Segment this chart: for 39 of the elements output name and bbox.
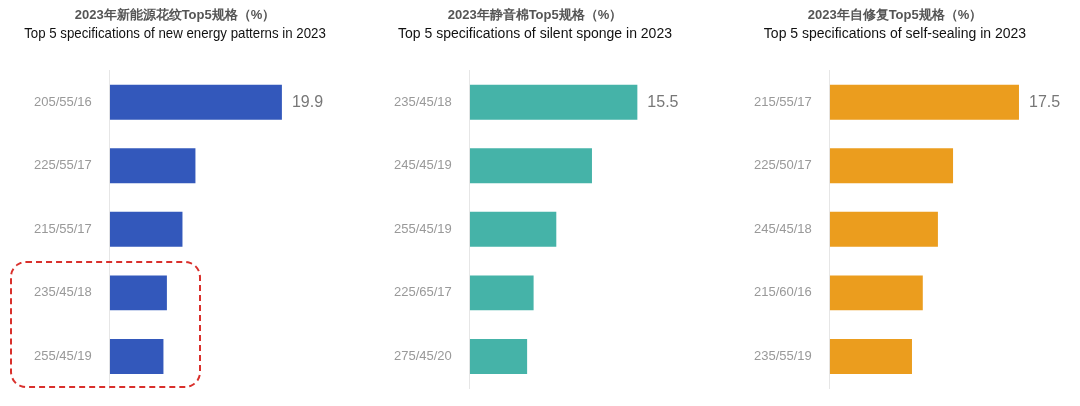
chart-subtitle: Top 5 specifications of new energy patterns in 2023	[24, 25, 326, 41]
y-tick-label: 235/45/18	[393, 93, 452, 109]
y-tick-label: 215/55/17	[33, 220, 92, 236]
data-label: 15.5	[647, 92, 679, 110]
y-tick-label: 255/45/19	[33, 348, 92, 363]
bar	[469, 148, 592, 184]
bar	[469, 275, 534, 311]
y-tick-label: 235/45/18	[33, 284, 92, 300]
bar	[829, 148, 954, 184]
chart-title: 2023年自修复Top5规格（%）	[807, 7, 983, 23]
chart-title: 2023年静音棉Top5规格（%）	[447, 7, 623, 23]
bar	[469, 84, 638, 120]
bar	[829, 211, 938, 247]
y-tick-label: 245/45/19	[393, 157, 452, 173]
data-label: 17.5	[1028, 92, 1061, 110]
bar	[109, 84, 282, 120]
y-tick-label: 275/45/20	[393, 348, 452, 363]
bar	[829, 84, 1019, 120]
y-tick-label: 225/65/17	[393, 284, 452, 300]
y-tick-label: 215/60/16	[753, 284, 812, 300]
y-tick-label: 225/50/17	[753, 157, 812, 173]
chart-title: 2023年新能源花纹Top5规格（%）	[74, 7, 276, 23]
y-tick-label: 245/45/18	[753, 220, 812, 236]
bar	[469, 211, 557, 247]
bar	[829, 275, 923, 311]
y-tick-label: 205/55/16	[33, 93, 92, 109]
y-tick-label: 235/55/19	[753, 348, 812, 363]
bar	[829, 338, 912, 374]
bar	[469, 338, 528, 374]
y-tick-label: 255/45/19	[393, 220, 452, 236]
bar	[109, 148, 196, 184]
chart-subtitle: Top 5 specifications of silent sponge in 2023	[398, 24, 673, 41]
data-label: 19.9	[291, 92, 324, 110]
chart-subtitle: Top 5 specifications of self-sealing in 2023	[763, 24, 1027, 41]
bar	[109, 211, 183, 247]
bar	[109, 338, 164, 374]
bar	[109, 275, 167, 311]
y-tick-label: 215/55/17	[753, 93, 812, 109]
y-tick-label: 225/55/17	[33, 157, 92, 173]
